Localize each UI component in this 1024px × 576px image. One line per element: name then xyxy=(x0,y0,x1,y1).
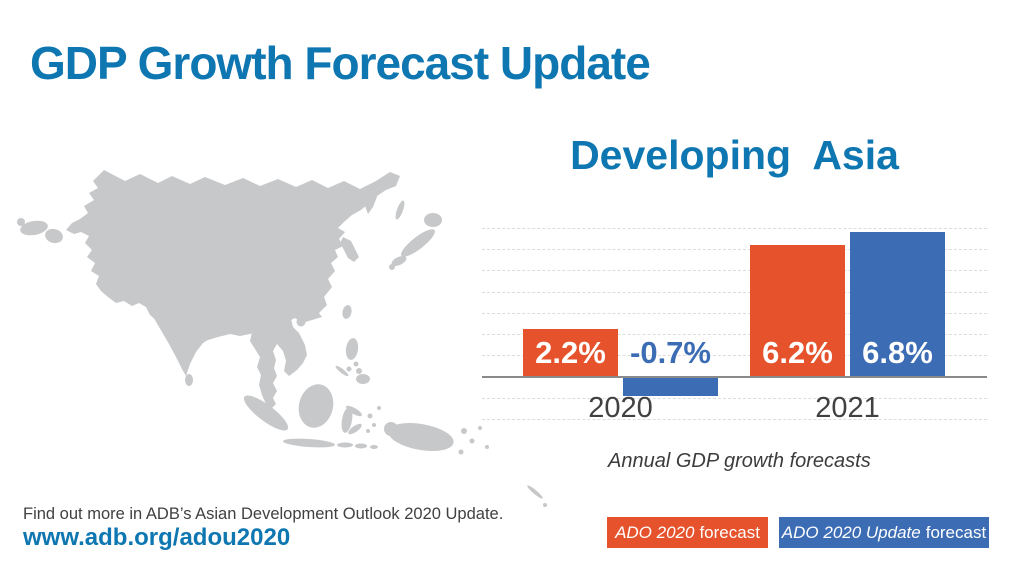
bar-value-label-2021-ado2020: 6.2% xyxy=(762,335,833,370)
hokkaido xyxy=(424,213,442,227)
bar-value-label-2021-ado2020-update: 6.8% xyxy=(862,335,933,370)
bar-value-label-2020-ado2020-update: -0.7% xyxy=(630,335,711,370)
java xyxy=(283,438,335,448)
bar-2020-ado-2020-forecast xyxy=(523,329,618,376)
taiwan xyxy=(342,305,352,319)
india xyxy=(149,297,253,376)
bar-chart-plot-area: 2.2% -0.7% 2020 6.2% 6.8% 2021 xyxy=(482,228,987,424)
hainan xyxy=(296,317,306,327)
korea xyxy=(340,237,359,262)
gridline-2 xyxy=(482,334,987,335)
legend-label-regular: forecast xyxy=(699,523,760,542)
category-label-2020: 2020 xyxy=(588,392,653,424)
bar-2021-ado-2020-update-forecast xyxy=(850,232,945,376)
footer-text: Find out more in ADB’s Asian Development… xyxy=(23,505,504,523)
luzon xyxy=(345,338,359,360)
gridline-4 xyxy=(482,291,987,293)
bar-2020-ado-2020-update-forecast xyxy=(623,376,718,396)
mindanao xyxy=(356,374,370,384)
bar-2021-ado-2020-forecast xyxy=(750,245,845,376)
page-title: GDP Growth Forecast Update xyxy=(30,37,651,89)
legend-item-ado-2020-forecast: ADO 2020 forecast xyxy=(607,517,768,548)
gridline-5 xyxy=(482,270,987,272)
kyushu xyxy=(391,256,407,266)
x-axis-line xyxy=(482,376,987,378)
sri-lanka xyxy=(185,374,193,386)
bar-value-label-2020-ado2020: 2.2% xyxy=(535,335,606,370)
legend-label-italic: ADO 2020 Update xyxy=(781,523,921,542)
palawan xyxy=(335,365,349,377)
gridline--1 xyxy=(482,397,987,399)
new-guinea xyxy=(388,422,454,452)
gridline-1 xyxy=(482,355,987,357)
chart-title: Developing Asia xyxy=(570,132,899,178)
category-label-2021: 2021 xyxy=(815,392,880,424)
gridline--2 xyxy=(482,418,987,420)
gridline-3 xyxy=(482,312,987,314)
chart-caption: Annual GDP growth forecasts xyxy=(608,450,871,472)
gridline-7 xyxy=(482,228,987,229)
legend-item-ado-2020-update-forecast: ADO 2020 Update forecast xyxy=(779,517,989,548)
indochina xyxy=(250,315,307,409)
chart-legend: ADO 2020 forecast ADO 2020 Update forecast xyxy=(607,517,989,548)
gridline-6 xyxy=(482,249,987,251)
sulawesi xyxy=(341,407,353,433)
sumatra xyxy=(243,395,289,431)
legend-label-italic: ADO 2020 xyxy=(615,523,695,542)
kamchatka xyxy=(362,186,377,214)
legend-label-regular: forecast xyxy=(925,523,987,542)
borneo xyxy=(298,384,334,428)
asia-mainland xyxy=(66,170,400,345)
honshu xyxy=(401,229,435,257)
footer-url-link[interactable]: www.adb.org/adou2020 xyxy=(23,524,291,551)
sakhalin xyxy=(395,200,405,220)
